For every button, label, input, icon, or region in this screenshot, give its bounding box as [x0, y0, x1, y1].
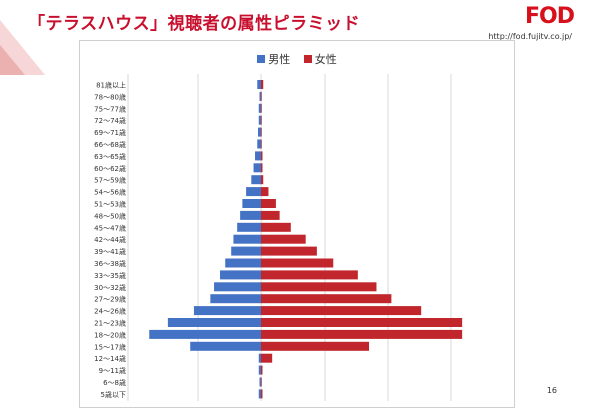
legend-swatch-male: [257, 55, 266, 63]
age-tick-label: 42〜44歳: [94, 235, 126, 244]
male-bar: [258, 365, 261, 375]
male-bar: [257, 139, 261, 149]
age-tick-label: 18〜20歳: [94, 330, 126, 339]
age-tick-label: 12〜14歳: [94, 354, 126, 363]
female-bar: [261, 222, 291, 232]
population-pyramid-chart: 男性 女性 81歳以上 78〜80歳 75〜77歳 72〜74歳 69〜71歳 66〜68…: [79, 40, 515, 408]
legend-item-female: 女性: [303, 51, 337, 67]
female-bar: [261, 258, 334, 268]
age-tick-label: 63〜65歳: [94, 152, 126, 161]
age-tick-label: 9〜11歳: [99, 366, 126, 375]
page-number: 16: [546, 386, 557, 395]
male-bar: [149, 329, 261, 339]
male-bar: [258, 389, 261, 399]
male-bar: [258, 115, 261, 125]
legend-label-male: 男性: [268, 53, 291, 66]
female-bar: [261, 91, 262, 101]
age-tick-label: 6〜8歳: [103, 378, 126, 387]
male-bar: [257, 80, 261, 89]
male-bar: [242, 199, 261, 208]
female-bar: [261, 210, 280, 220]
male-bar: [253, 163, 261, 173]
legend-item-male: 男性: [257, 51, 290, 67]
age-tick-label: 30〜32歳: [94, 283, 126, 292]
female-bar: [261, 151, 263, 161]
slide-title: 「テラスハウス」視聴者の属性ピラミッド: [28, 14, 361, 34]
female-bar: [261, 175, 264, 185]
age-tick-label: 33〜35歳: [94, 271, 126, 280]
age-tick-label: 72〜74歳: [94, 116, 126, 125]
logo-url: http://fod.fujitv.co.jp/: [488, 32, 572, 41]
female-bar: [261, 115, 262, 125]
female-bar: [261, 246, 317, 256]
female-bar: [261, 80, 264, 89]
female-bar: [261, 199, 276, 208]
male-bar: [210, 294, 261, 304]
male-bar: [246, 187, 261, 197]
female-bar: [261, 318, 463, 327]
female-bar: [261, 187, 269, 197]
age-tick-label: 27〜29歳: [94, 295, 126, 304]
female-bar: [261, 103, 262, 113]
male-bar: [258, 353, 261, 363]
male-bar: [258, 127, 261, 137]
fod-logo: FOD: [525, 4, 575, 29]
male-bar: [193, 306, 261, 316]
male-bar: [233, 234, 261, 244]
age-tick-label: 57〜59歳: [94, 176, 126, 185]
female-bar: [261, 163, 263, 173]
age-tick-label: 39〜41歳: [94, 247, 126, 256]
female-bar: [261, 377, 262, 387]
age-tick-label: 51〜53歳: [94, 200, 126, 209]
male-bar: [190, 341, 261, 351]
legend-label-female: 女性: [314, 53, 337, 66]
male-bar: [237, 222, 261, 232]
pyramid-plot: 81歳以上 78〜80歳 75〜77歳 72〜74歳 69〜71歳 66〜68歳 63〜65…: [94, 74, 463, 401]
female-bar: [261, 389, 263, 399]
male-bar: [258, 103, 261, 113]
female-bar: [261, 127, 262, 137]
age-tick-label: 60〜62歳: [94, 164, 126, 173]
male-bar: [255, 151, 261, 161]
corner-decoration: [0, 20, 45, 75]
female-bar: [261, 270, 358, 280]
male-bar: [214, 282, 261, 292]
age-tick-label: 81歳以上: [96, 81, 126, 90]
male-bar: [231, 246, 261, 256]
age-tick-label: 24〜26歳: [94, 307, 126, 316]
chart-legend: 男性 女性: [80, 51, 514, 67]
female-bar: [261, 353, 273, 363]
female-bar: [261, 306, 422, 316]
female-bar: [261, 329, 463, 339]
male-bar: [220, 270, 261, 280]
age-tick-label: 5歳以下: [101, 390, 126, 399]
age-tick-label: 78〜80歳: [94, 92, 126, 101]
age-tick-label: 36〜38歳: [94, 259, 126, 268]
male-bar: [259, 377, 261, 387]
age-tick-label: 48〜50歳: [94, 211, 126, 220]
female-bar: [261, 282, 377, 292]
male-bar: [225, 258, 261, 268]
female-bar: [261, 365, 263, 375]
female-bar: [261, 234, 306, 244]
age-tick-label: 45〜47歳: [94, 223, 126, 232]
age-tick-label: 15〜17歳: [94, 342, 126, 351]
male-bar: [167, 318, 261, 327]
male-bar: [251, 175, 261, 185]
age-tick-label: 69〜71歳: [94, 128, 126, 137]
age-tick-label: 66〜68歳: [94, 140, 126, 149]
age-tick-label: 75〜77歳: [94, 104, 126, 113]
female-bar: [261, 294, 392, 304]
age-tick-label: 21〜23歳: [94, 319, 126, 328]
legend-swatch-female: [303, 55, 312, 63]
female-bar: [261, 341, 370, 351]
age-tick-label: 54〜56歳: [94, 188, 126, 197]
male-bar: [259, 91, 261, 101]
male-bar: [240, 210, 261, 220]
female-bar: [261, 139, 262, 149]
